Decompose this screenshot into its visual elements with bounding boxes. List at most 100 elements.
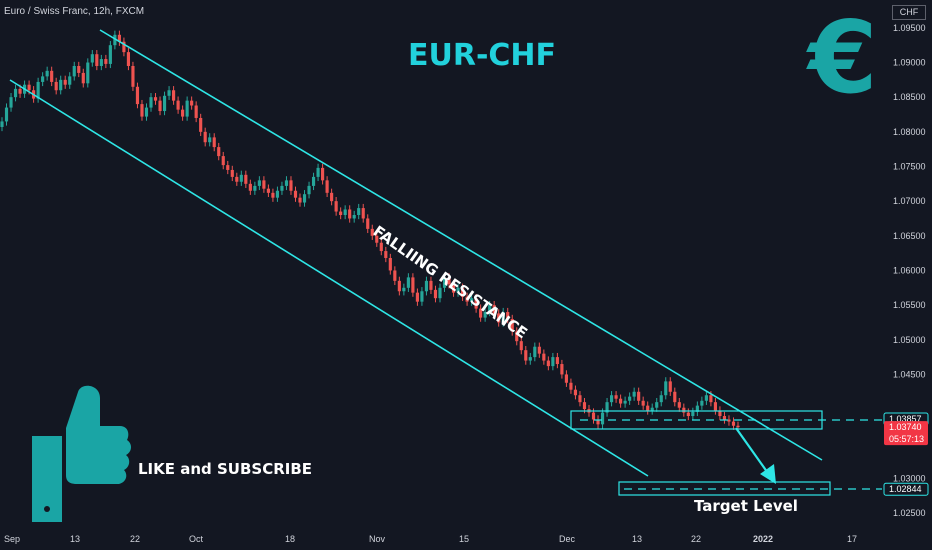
candle (555, 352, 559, 369)
price-tick-label: 1.09500 (893, 23, 926, 33)
price-axis[interactable]: 1.09500 1.09000 1.08500 1.08000 1.07500 1.070… (883, 23, 929, 518)
candle (388, 253, 392, 275)
candle (72, 61, 76, 81)
candle (460, 283, 465, 301)
currency-label[interactable]: CHF (892, 5, 926, 20)
candle-body (411, 277, 415, 293)
candle (149, 93, 153, 112)
candle (691, 407, 695, 421)
candle-body (366, 218, 370, 229)
candle-body (519, 341, 523, 351)
candle (573, 385, 578, 400)
candle-body (375, 235, 379, 243)
candle-body (465, 296, 469, 302)
symbol-header[interactable]: Euro / Swiss Franc, 12h, FXCM (4, 6, 145, 17)
candle-body (406, 277, 410, 288)
candle (600, 408, 605, 429)
candle-body (45, 70, 49, 77)
candle (560, 359, 564, 379)
candle-body (203, 131, 207, 143)
candle-body (95, 54, 99, 66)
candle-body (208, 137, 212, 143)
candle (447, 273, 451, 289)
candle (176, 96, 180, 114)
candle (257, 176, 261, 191)
price-tick-label: 1.06500 (893, 231, 926, 241)
candle (140, 99, 144, 121)
candle-body (388, 257, 392, 271)
candle-body (284, 180, 289, 186)
candle-body (718, 410, 722, 417)
time-axis[interactable]: Sep 13 22 Oct 18 Nov 15 Dec 13 22 2022 17 (4, 534, 857, 544)
candle (668, 377, 672, 396)
candle-body (99, 59, 103, 66)
candle (104, 54, 108, 69)
candle-body (86, 62, 90, 84)
candle-body (316, 167, 320, 177)
candle-body (479, 308, 483, 318)
candle (226, 160, 230, 175)
candle-body (72, 65, 76, 77)
candle (50, 66, 54, 87)
target-box[interactable] (618, 481, 831, 496)
time-tick-label: 13 (632, 534, 642, 544)
candle-body (736, 425, 740, 428)
candle (492, 300, 496, 318)
candle-body (194, 105, 198, 118)
candle (126, 47, 131, 71)
candle-body (36, 81, 40, 99)
candle (59, 75, 63, 95)
candle-body (18, 88, 22, 94)
candle (429, 276, 433, 295)
thumbs-up-shape (32, 385, 132, 522)
price-tick-label: 1.02500 (893, 508, 926, 518)
candle (474, 294, 478, 313)
price-badge-label: 1.03857 (889, 414, 922, 424)
candle (528, 352, 532, 365)
candle (36, 77, 40, 103)
candle (90, 50, 94, 67)
candle-body (600, 412, 605, 425)
time-tick-label: 2022 (753, 534, 773, 544)
candle (682, 403, 686, 417)
candle-body (63, 79, 67, 85)
candle (632, 387, 636, 401)
candle-body (384, 251, 388, 258)
candle (357, 203, 361, 220)
candle (501, 307, 505, 327)
candle-body (167, 90, 171, 96)
candle-body (370, 228, 374, 236)
candle (298, 193, 302, 207)
candle-body (27, 84, 31, 91)
candle (677, 398, 681, 412)
candle (217, 142, 221, 161)
candle-body (727, 419, 731, 422)
candle-body (533, 346, 537, 358)
candle (614, 391, 618, 403)
candle-body (497, 313, 501, 323)
candle-body (153, 97, 158, 101)
candle (519, 337, 523, 355)
candle-body (474, 298, 478, 309)
candle (650, 403, 654, 415)
candle (375, 231, 379, 247)
candle-body (569, 382, 573, 390)
candle-body (623, 400, 627, 404)
candle-body (348, 209, 352, 219)
lower-channel-line[interactable] (9, 79, 649, 477)
candle (465, 292, 469, 306)
candle-body (614, 395, 618, 399)
candle (641, 396, 645, 410)
candle-body (185, 100, 189, 117)
upper-channel-line[interactable] (99, 29, 823, 461)
candle (253, 181, 257, 195)
candle-body (212, 137, 216, 148)
candle (596, 415, 600, 429)
candle-body (108, 45, 112, 64)
candle (655, 398, 659, 412)
candle-body (41, 76, 45, 82)
candle-body (293, 190, 298, 198)
candle-body (117, 34, 121, 42)
